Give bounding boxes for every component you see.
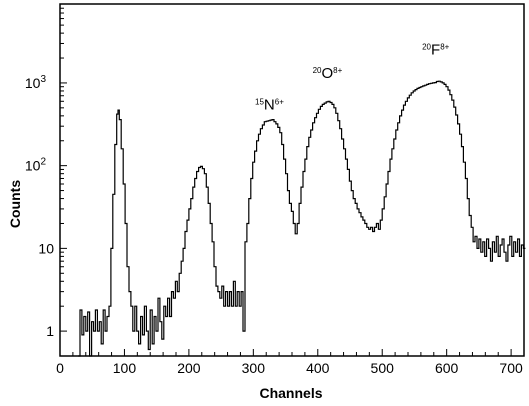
x-tick-label: 100: [113, 360, 137, 376]
y-tick-label: 10: [38, 240, 54, 256]
peak-label-2: 20O8+: [313, 65, 343, 82]
x-axis-ticks: 0 100 200 300 400 500 600 700: [56, 349, 525, 376]
x-tick-label: 400: [306, 360, 330, 376]
peak-annotations: 15N6+ 20O8+ 20F8+: [255, 42, 450, 114]
y-tick-label: 103: [25, 74, 47, 91]
spectrum-series-0: [78, 80, 526, 357]
x-tick-label: 600: [435, 360, 459, 376]
x-axis-title: Channels: [259, 385, 322, 401]
peak-label-3: 20F8+: [422, 42, 450, 59]
y-tick-label: 1: [46, 323, 54, 339]
plot-frame: [59, 3, 525, 357]
x-tick-label: 200: [177, 360, 201, 376]
series-layer: [78, 80, 526, 357]
peak-label-1: 15N6+: [255, 96, 284, 113]
y-axis-title: Counts: [7, 180, 23, 228]
y-axis-ticks: 1 10 102 103: [25, 3, 67, 339]
y-tick-label: 102: [25, 157, 47, 174]
x-tick-label: 0: [56, 360, 64, 376]
x-tick-label: 500: [371, 360, 395, 376]
x-tick-label: 700: [499, 360, 523, 376]
x-tick-label: 300: [242, 360, 266, 376]
plot-border: [59, 3, 525, 357]
